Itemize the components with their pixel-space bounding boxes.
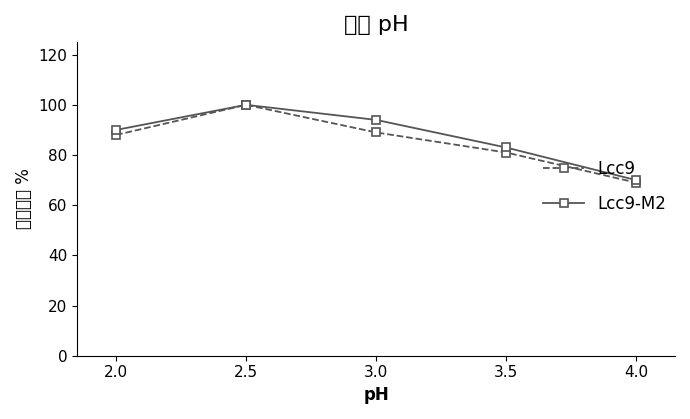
Lcc9-M2 bbox=[372, 117, 380, 122]
Lcc9-M2 bbox=[632, 178, 640, 183]
Lcc9-M2 bbox=[502, 145, 510, 150]
Lcc9 bbox=[502, 150, 510, 155]
Lcc9-M2 bbox=[242, 102, 250, 107]
Lcc9 bbox=[112, 132, 120, 137]
Lcc9 bbox=[242, 102, 250, 107]
Legend: Lcc9, Lcc9-M2: Lcc9, Lcc9-M2 bbox=[543, 160, 667, 213]
Lcc9-M2 bbox=[112, 127, 120, 132]
Line: Lcc9: Lcc9 bbox=[112, 101, 640, 187]
X-axis label: pH: pH bbox=[363, 386, 389, 404]
Title: 最适 pH: 最适 pH bbox=[344, 15, 408, 35]
Lcc9 bbox=[372, 130, 380, 135]
Line: Lcc9-M2: Lcc9-M2 bbox=[112, 101, 640, 184]
Lcc9 bbox=[632, 180, 640, 185]
Y-axis label: 相对酶活 %: 相对酶活 % bbox=[15, 168, 33, 229]
